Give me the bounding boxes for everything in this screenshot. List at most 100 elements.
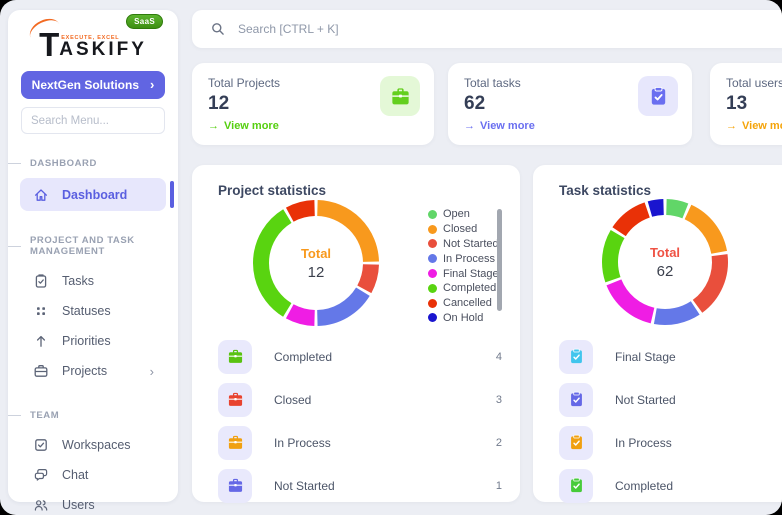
nav-section-project-task: PROJECT AND TASK MANAGEMENT [8, 235, 178, 257]
sidebar-item-statuses[interactable]: Statuses [20, 296, 166, 326]
panel-title: Task statistics [559, 183, 652, 198]
sidebar-item-label: Dashboard [62, 187, 128, 202]
section-dash [8, 163, 21, 164]
legend-item-cancelled[interactable]: Cancelled [428, 296, 499, 311]
section-dash [8, 245, 21, 247]
legend-item-closed[interactable]: Closed [428, 222, 499, 237]
card-total-projects: Total Projects 12 → View more [192, 63, 434, 145]
global-search-bar[interactable] [192, 10, 782, 48]
sidebar-item-label: Users [62, 498, 95, 512]
card-title: Total users [726, 76, 782, 90]
view-more-link[interactable]: → View more [726, 120, 782, 132]
list-item: Not Started 1 [192, 464, 520, 507]
view-more-link[interactable]: → View more [208, 120, 279, 132]
logo-wordmark: ASKIFY [59, 39, 147, 60]
section-dash [8, 415, 21, 416]
sidebar-item-projects[interactable]: Projects › [20, 356, 166, 386]
sidebar-item-chat[interactable]: Chat [20, 460, 166, 490]
project-donut-chart: Closed: 3Not Started: 1In Process: 2Fina… [250, 197, 382, 329]
sidebar-item-workspaces[interactable]: Workspaces [20, 430, 166, 460]
clipboard-check-icon [559, 425, 593, 460]
list-item: In Process [533, 421, 782, 464]
list-item: Completed [533, 464, 782, 507]
legend-dot [428, 283, 437, 293]
briefcase-icon [218, 425, 252, 460]
list-item: Final Stage [533, 335, 782, 378]
sidebar-item-dashboard[interactable]: Dashboard [20, 178, 174, 211]
task-status-list: Final Stage Not Started In Process Compl… [533, 335, 782, 507]
clipboard-check-icon [559, 382, 593, 417]
arrow-right-icon: → [464, 120, 475, 132]
view-more-link[interactable]: → View more [464, 120, 535, 132]
card-total-users: Total users 13 → View more [710, 63, 782, 145]
users-icon [33, 497, 49, 513]
legend-item-final-stage[interactable]: Final Stage [428, 266, 499, 281]
legend-dot [428, 254, 437, 264]
panel-title: Project statistics [218, 183, 327, 198]
sidebar-item-label: Workspaces [62, 438, 131, 452]
legend-dot [428, 313, 437, 323]
clipboard-check-icon [638, 76, 678, 116]
sidebar-item-label: Chat [62, 468, 89, 482]
search-icon [210, 21, 226, 37]
card-value: 12 [208, 93, 230, 114]
legend-dot [428, 239, 437, 249]
briefcase-icon [380, 76, 420, 116]
sidebar-item-label: Projects [62, 364, 108, 378]
legend-item-completed[interactable]: Completed [428, 281, 499, 296]
card-title: Total Projects [208, 76, 281, 90]
home-icon [33, 187, 49, 203]
grid-dots-icon [33, 303, 49, 319]
saas-badge: SaaS [126, 14, 163, 29]
chat-bubbles-icon [33, 467, 49, 483]
global-search-input[interactable] [236, 21, 782, 37]
legend-scrollbar[interactable] [497, 209, 502, 311]
card-value: 62 [464, 93, 486, 114]
check-square-icon [33, 437, 49, 453]
chart-legend: Open Closed Not Started In Process Final… [428, 207, 499, 325]
active-indicator-bar [170, 181, 174, 208]
sidebar-item-users[interactable]: Users [20, 490, 166, 515]
clipboard-check-icon [559, 468, 593, 503]
legend-item-in-process[interactable]: In Process [428, 251, 499, 266]
card-total-tasks: Total tasks 62 → View more [448, 63, 692, 145]
legend-dot [428, 269, 437, 279]
sidebar-item-label: Tasks [62, 274, 94, 288]
arrow-up-icon [33, 333, 49, 349]
panel-project-statistics: Project statistics Closed: 3Not Started:… [192, 165, 520, 503]
list-item: Not Started [533, 378, 782, 421]
sidebar-item-label: Priorities [62, 334, 111, 348]
sidebar-item-tasks[interactable]: Tasks [20, 266, 166, 296]
workspace-selector-button[interactable]: NextGen Solutions › [21, 71, 165, 99]
clipboard-check-icon [33, 273, 49, 289]
app-logo: T EXECUTE, EXCEL ASKIFY SaaS [25, 14, 163, 63]
legend-item-not-started[interactable]: Not Started [428, 237, 499, 252]
sidebar: T EXECUTE, EXCEL ASKIFY SaaS NextGen Sol… [8, 10, 178, 512]
project-status-list: Completed 4 Closed 3 In Process 2 Not St… [192, 335, 520, 507]
arrow-right-icon: → [208, 120, 219, 132]
logo-tagline: EXECUTE, EXCEL [61, 35, 120, 41]
sidebar-item-priorities[interactable]: Priorities [20, 326, 166, 356]
briefcase-icon [218, 468, 252, 503]
sidebar-item-label: Statuses [62, 304, 111, 318]
menu-search-input[interactable] [21, 107, 165, 134]
list-item: Completed 4 [192, 335, 520, 378]
legend-item-on-hold[interactable]: On Hold [428, 311, 499, 326]
legend-item-open[interactable]: Open [428, 207, 499, 222]
chevron-right-icon: › [150, 77, 155, 92]
list-item: Closed 3 [192, 378, 520, 421]
donut-segments[interactable]: Closed: 3Not Started: 1In Process: 2Fina… [250, 197, 382, 329]
card-value: 13 [726, 93, 748, 114]
logo-letter-t: T [39, 26, 59, 63]
list-item: In Process 2 [192, 421, 520, 464]
nav-section-team: TEAM [8, 410, 178, 421]
briefcase-icon [33, 363, 49, 379]
workspace-name: NextGen Solutions [31, 78, 139, 92]
nav-section-dashboard: DASHBOARD [8, 158, 178, 169]
clipboard-check-icon [559, 339, 593, 374]
legend-dot [428, 209, 437, 219]
